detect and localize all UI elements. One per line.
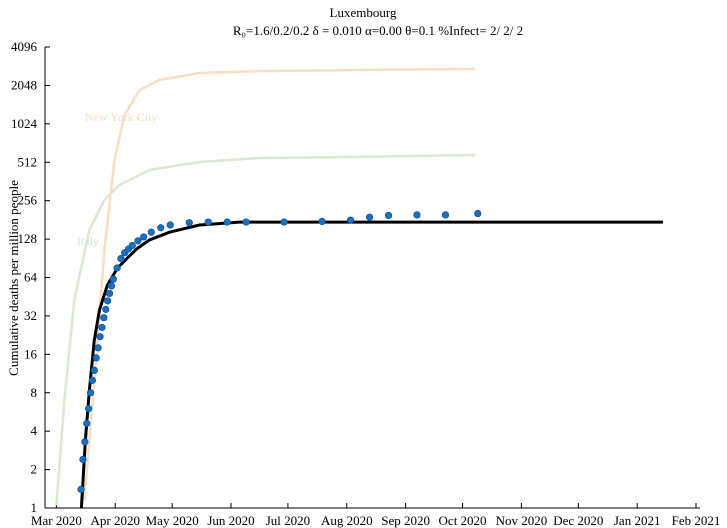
data-point [102, 305, 110, 313]
series-annotation: New York City [85, 110, 157, 124]
data-point [109, 275, 117, 283]
data-point [94, 344, 102, 352]
data-point [83, 419, 91, 428]
data-point [98, 323, 106, 332]
data-point [104, 297, 112, 305]
data-point [346, 216, 355, 224]
data-point [223, 218, 231, 226]
y-tick-label: 8 [31, 385, 38, 400]
data-point [113, 264, 121, 272]
y-axis-label: Cumulative deaths per million people [6, 180, 21, 376]
y-tick-label: 4096 [11, 39, 38, 54]
data-point [107, 282, 116, 290]
x-tick-label: Jun 2020 [207, 513, 254, 528]
y-tick-label: 1024 [11, 116, 38, 131]
data-point [204, 218, 212, 226]
y-tick-label: 16 [24, 346, 38, 361]
data-point [85, 405, 93, 413]
data-point [117, 255, 125, 263]
chart-subtitle: R₀=1.6/0.2/0.2 δ = 0.010 α=0.00 θ=0.1 %I… [233, 23, 523, 38]
y-tick-label: 2048 [11, 77, 37, 92]
data-point [280, 218, 288, 226]
data-point [474, 209, 482, 218]
data-point [166, 221, 174, 229]
data-point [128, 241, 136, 250]
data-point [140, 233, 148, 241]
y-tick-label: 32 [24, 308, 37, 323]
data-point [147, 228, 155, 236]
y-tick-label: 128 [18, 231, 38, 246]
chart-title: Luxembourg [330, 5, 397, 20]
data-point [96, 333, 104, 341]
y-tick-label: 1 [31, 500, 38, 515]
data-point [384, 211, 393, 220]
y-tick-label: 2 [31, 462, 38, 477]
y-tick-label: 4 [31, 423, 38, 438]
x-tick-label: Jan 2021 [614, 513, 661, 528]
y-tick-label: 64 [24, 270, 38, 285]
data-point [157, 224, 165, 232]
data-point [100, 314, 108, 322]
y-tick-label: 512 [18, 154, 38, 169]
data-point [90, 366, 98, 374]
x-tick-label: Sep 2020 [381, 513, 430, 528]
data-point [318, 217, 326, 226]
x-tick-label: Nov 2020 [496, 513, 548, 528]
x-tick-label: Apr 2020 [90, 513, 139, 528]
series-annotation: Italy [77, 234, 99, 248]
x-tick-label: Dec 2020 [553, 513, 603, 528]
x-tick-label: Feb 2021 [672, 513, 721, 528]
series-line [83, 67, 475, 500]
data-point [413, 211, 421, 219]
x-tick-label: Oct 2020 [439, 513, 487, 528]
data-point [92, 354, 100, 362]
data-point [365, 213, 374, 221]
series-line [79, 220, 663, 509]
data-point [79, 455, 87, 464]
data-point [88, 376, 97, 384]
data-point [81, 438, 89, 446]
data-point [134, 237, 142, 245]
series-line [55, 153, 475, 506]
x-tick-label: May 2020 [146, 513, 199, 528]
y-tick-label: 256 [18, 193, 38, 208]
data-point [105, 289, 114, 298]
data-point [242, 218, 250, 226]
x-tick-label: Jul 2020 [266, 513, 310, 528]
data-point [441, 211, 450, 219]
data-point [77, 485, 85, 493]
data-point [185, 219, 193, 227]
data-point [86, 389, 95, 397]
x-tick-label: Aug 2020 [321, 513, 373, 528]
x-tick-label: Mar 2020 [31, 513, 82, 528]
